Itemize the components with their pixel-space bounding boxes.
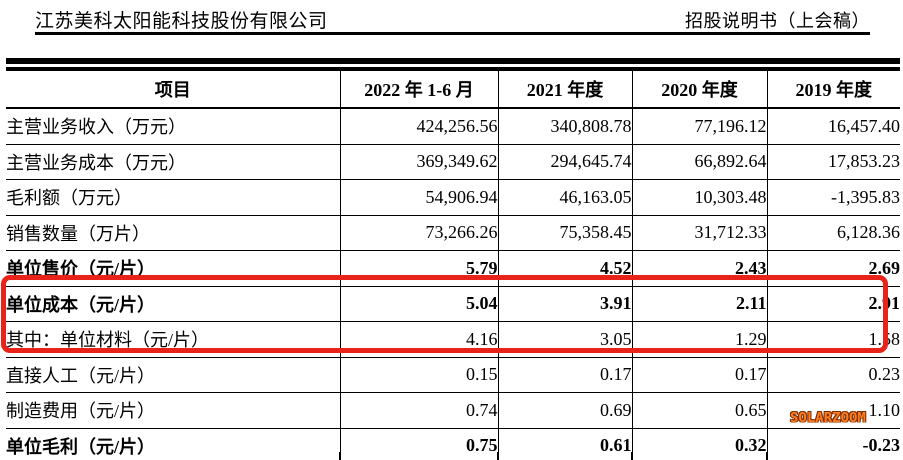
table-row-gross-profit-amount: 毛利额（万元） 54,906.94 46,163.05 10,303.48 -1… bbox=[6, 179, 900, 216]
header-rule bbox=[35, 32, 870, 35]
solarzoom-watermark: SOLARZOOM bbox=[790, 410, 866, 426]
row-label: 单位成本（元/片） bbox=[6, 286, 340, 322]
cell-value: 46,163.05 bbox=[497, 179, 632, 216]
cell-value: 66,892.64 bbox=[631, 144, 767, 180]
table-row-unit-material: 其中：单位材料（元/片） 4.16 3.05 1.29 1.58 bbox=[6, 321, 900, 358]
cell-value: 369,349.62 bbox=[339, 144, 498, 180]
financial-table: 项目 2022 年 1-6 月 2021 年度 2020 年度 2019 年度 … bbox=[6, 71, 900, 460]
cell-value: 294,645.74 bbox=[497, 144, 632, 180]
cell-value: 4.52 bbox=[497, 250, 632, 287]
cell-value: 75,358.45 bbox=[497, 215, 632, 251]
cell-value: 1.58 bbox=[766, 321, 900, 358]
row-label: 单位毛利（元/片） bbox=[6, 428, 340, 460]
row-label: 销售数量（万片） bbox=[6, 215, 340, 251]
cell-value: 340,808.78 bbox=[497, 108, 632, 145]
cell-value: 5.79 bbox=[339, 250, 498, 287]
cell-value: 0.32 bbox=[631, 428, 767, 460]
cell-value: 2.91 bbox=[766, 286, 900, 322]
cell-value: 0.75 bbox=[339, 428, 498, 460]
table-continuation-stub bbox=[631, 452, 633, 460]
cell-value: 31,712.33 bbox=[631, 215, 767, 251]
cell-value: 0.17 bbox=[631, 357, 767, 393]
col-header-2020: 2020 年度 bbox=[631, 71, 767, 109]
table-row-sales-volume: 销售数量（万片） 73,266.26 75,358.45 31,712.33 6… bbox=[6, 215, 900, 251]
company-name: 江苏美科太阳能科技股份有限公司 bbox=[35, 11, 328, 32]
row-label: 单位售价（元/片） bbox=[6, 250, 340, 287]
cell-value: 73,266.26 bbox=[339, 215, 498, 251]
cell-value: 0.17 bbox=[497, 357, 632, 393]
table-row-main-revenue: 主营业务收入（万元） 424,256.56 340,808.78 77,196.… bbox=[6, 108, 900, 145]
row-label: 主营业务收入（万元） bbox=[6, 108, 340, 145]
cell-value: 0.74 bbox=[339, 392, 498, 429]
cell-value: 10,303.48 bbox=[631, 179, 767, 216]
cell-value: -0.23 bbox=[766, 428, 900, 460]
table-header-row: 项目 2022 年 1-6 月 2021 年度 2020 年度 2019 年度 bbox=[6, 71, 900, 109]
cell-value: 424,256.56 bbox=[339, 108, 498, 145]
row-label: 毛利额（万元） bbox=[6, 179, 340, 216]
row-label: 主营业务成本（万元） bbox=[6, 144, 340, 180]
row-label: 其中：单位材料（元/片） bbox=[6, 321, 340, 358]
table-top-rule-thin bbox=[6, 67, 900, 71]
row-label: 直接人工（元/片） bbox=[6, 357, 340, 393]
table-row-unit-cost: 单位成本（元/片） 5.04 3.91 2.11 2.91 bbox=[6, 286, 900, 322]
cell-value: 16,457.40 bbox=[766, 108, 900, 145]
table-row-unit-price: 单位售价（元/片） 5.79 4.52 2.43 2.69 bbox=[6, 250, 900, 287]
cell-value: -1,395.83 bbox=[766, 179, 900, 216]
col-header-item: 项目 bbox=[6, 71, 340, 109]
cell-value: 54,906.94 bbox=[339, 179, 498, 216]
cell-value: 1.29 bbox=[631, 321, 767, 358]
cell-value: 2.69 bbox=[766, 250, 900, 287]
cell-value: 0.69 bbox=[497, 392, 632, 429]
table-row-unit-gross-profit: 单位毛利（元/片） 0.75 0.61 0.32 -0.23 bbox=[6, 428, 900, 460]
cell-value: 2.43 bbox=[631, 250, 767, 287]
table-top-rule-thick bbox=[6, 58, 900, 64]
cell-value: 3.91 bbox=[497, 286, 632, 322]
col-header-2022h1: 2022 年 1-6 月 bbox=[339, 71, 498, 109]
cell-value: 0.61 bbox=[497, 428, 632, 460]
cell-value: 17,853.23 bbox=[766, 144, 900, 180]
col-header-2021: 2021 年度 bbox=[497, 71, 632, 109]
table-continuation-stub bbox=[766, 452, 768, 460]
table-row-main-cost: 主营业务成本（万元） 369,349.62 294,645.74 66,892.… bbox=[6, 144, 900, 180]
cell-value: 3.05 bbox=[497, 321, 632, 358]
cell-value: 6,128.36 bbox=[766, 215, 900, 251]
table-continuation-stub bbox=[339, 452, 341, 460]
doc-title: 招股说明书（上会稿） bbox=[685, 11, 870, 31]
cell-value: 4.16 bbox=[339, 321, 498, 358]
table-continuation-stub bbox=[497, 452, 499, 460]
cell-value: 0.65 bbox=[631, 392, 767, 429]
cell-value: 2.11 bbox=[631, 286, 767, 322]
table-row-direct-labor: 直接人工（元/片） 0.15 0.17 0.17 0.23 bbox=[6, 357, 900, 393]
cell-value: 0.23 bbox=[766, 357, 900, 393]
row-label: 制造费用（元/片） bbox=[6, 392, 340, 429]
cell-value: 1.10 bbox=[766, 392, 900, 429]
cell-value: 77,196.12 bbox=[631, 108, 767, 145]
col-header-2019: 2019 年度 bbox=[766, 71, 900, 109]
cell-value: 5.04 bbox=[339, 286, 498, 322]
cell-value: 0.15 bbox=[339, 357, 498, 393]
page-header: 江苏美科太阳能科技股份有限公司 招股说明书（上会稿） bbox=[35, 6, 870, 33]
table-row-manufacturing-overhead: 制造费用（元/片） 0.74 0.69 0.65 1.10 bbox=[6, 392, 900, 429]
